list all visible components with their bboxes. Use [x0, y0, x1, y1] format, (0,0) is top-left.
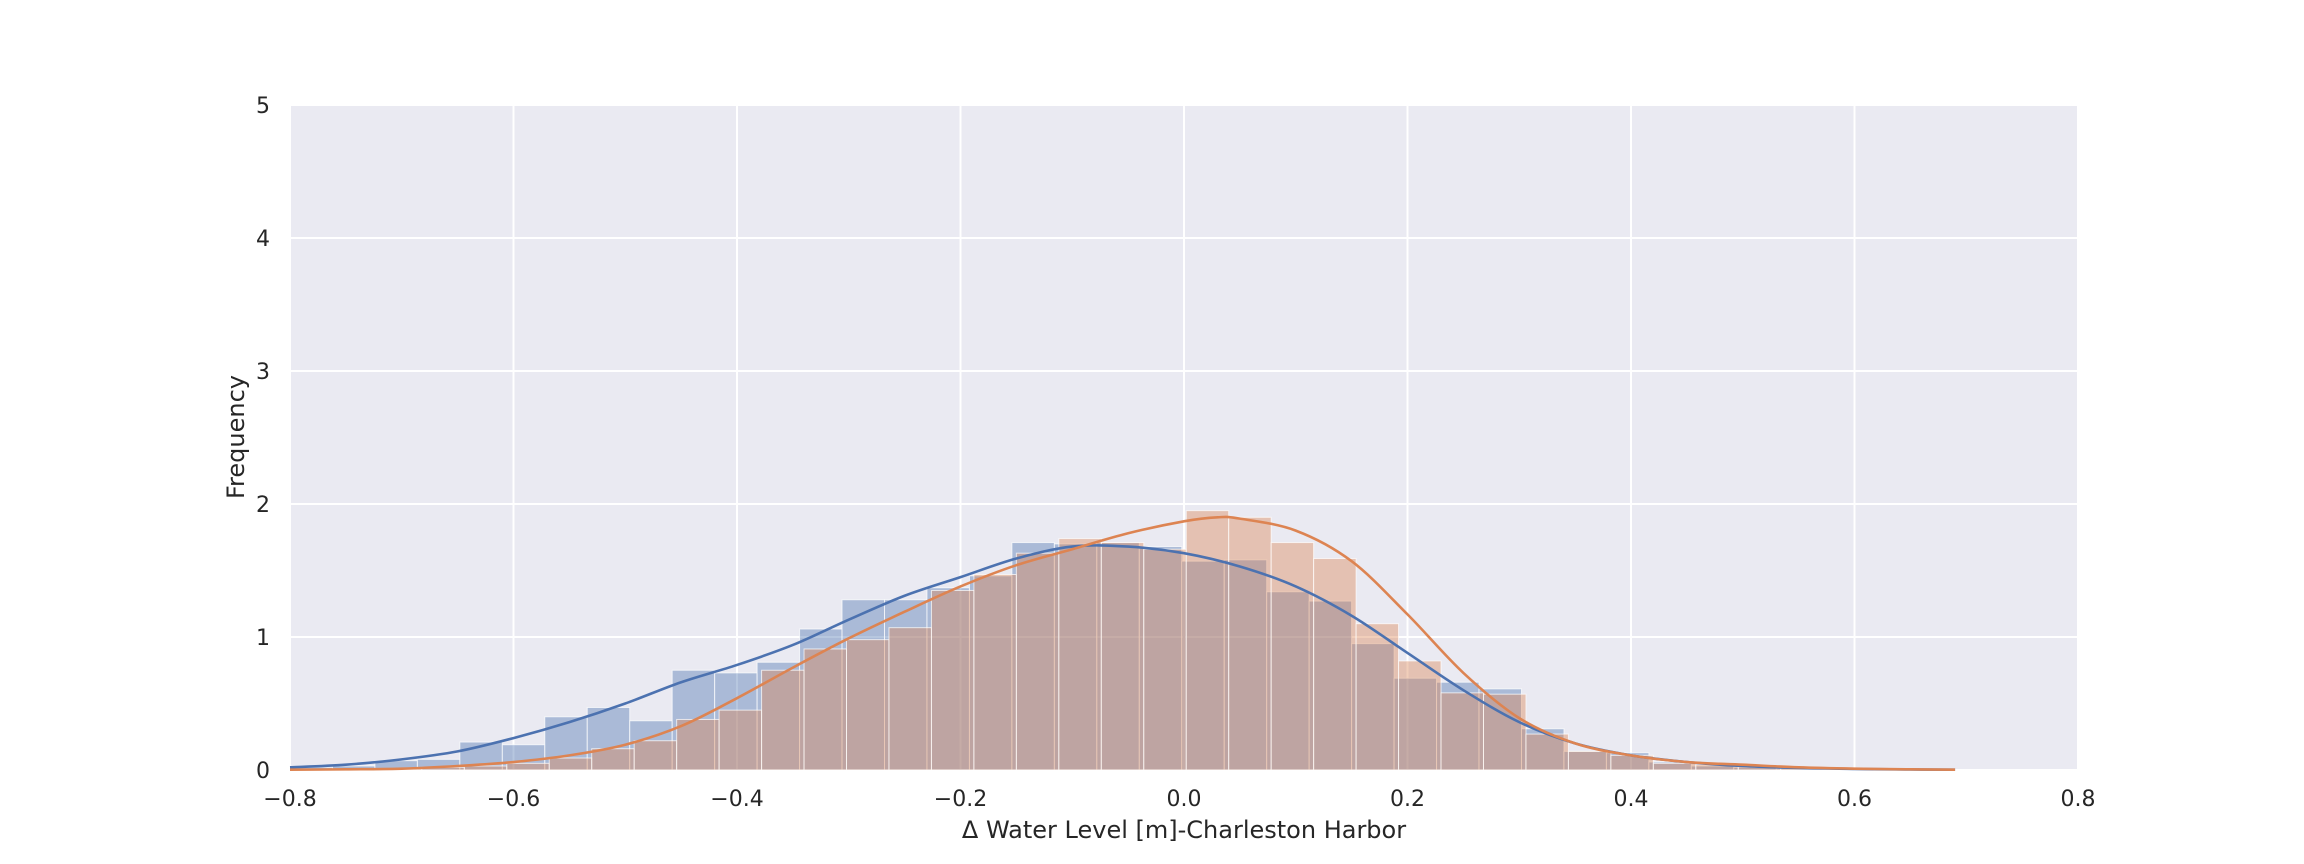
- histogram-bar: [544, 716, 588, 771]
- histogram-bar: [1015, 552, 1060, 771]
- histogram-bar: [1053, 543, 1098, 771]
- histogram-bar: [1228, 516, 1272, 771]
- histogram-bar: [1478, 688, 1522, 771]
- histogram-bar: [591, 748, 635, 771]
- histogram-bar: [586, 706, 631, 771]
- histogram-bar: [1223, 559, 1268, 771]
- histogram-bar: [1313, 558, 1357, 771]
- histogram-bar: [1355, 623, 1400, 771]
- histogram-bar: [841, 599, 886, 771]
- x-tick-label: 0.0: [1167, 787, 1202, 812]
- histogram-bar: [463, 765, 508, 771]
- histogram-bar: [930, 589, 975, 771]
- histogram-bar: [1270, 542, 1315, 771]
- histogram-bar: [633, 740, 678, 771]
- histogram-bar: [756, 661, 801, 771]
- y-axis-label: Frequency: [222, 375, 250, 499]
- histogram-bar: [1100, 542, 1145, 771]
- y-tick-label: 1: [256, 626, 270, 651]
- kde-curves: [289, 515, 1956, 772]
- histogram-bar: [1567, 750, 1612, 771]
- histogram-bar: [1185, 510, 1230, 771]
- histogram-bar: [1266, 591, 1310, 771]
- histogram-bar: [629, 720, 673, 771]
- histogram-bar: [1308, 600, 1353, 771]
- histogram-bar: [761, 669, 805, 771]
- y-tick-label: 4: [256, 227, 270, 252]
- kde-curve: [289, 515, 1956, 772]
- histogram-bar: [1058, 538, 1102, 771]
- histogram-bar: [968, 575, 1013, 771]
- y-tick-label: 0: [256, 759, 270, 784]
- histogram-bar: [1143, 548, 1187, 771]
- x-tick-label: 0.4: [1614, 787, 1649, 812]
- histogram-bar: [506, 762, 550, 771]
- histogram-bar: [714, 672, 758, 771]
- x-tick-label: −0.8: [263, 787, 316, 812]
- histogram-bar: [1181, 560, 1225, 771]
- x-tick-label: −0.2: [934, 787, 987, 812]
- histogram-bar: [803, 648, 848, 771]
- y-tick-labels: 0 1 2 3 4 5: [256, 94, 270, 784]
- x-tick-label: −0.6: [487, 787, 540, 812]
- histogram-bar: [676, 718, 720, 771]
- x-axis-label: Δ Water Level [m]-Charleston Harbor: [962, 816, 1406, 844]
- histogram-bar: [846, 639, 890, 771]
- x-tick-label: 0.8: [2061, 787, 2096, 812]
- y-tick-label: 2: [256, 493, 270, 518]
- y-tick-label: 5: [256, 94, 270, 119]
- histogram-bar: [973, 573, 1017, 771]
- histogram-bar: [926, 587, 970, 771]
- histogram-bar: [1398, 660, 1442, 771]
- histogram-bar: [1652, 762, 1697, 771]
- histogram-bar: [548, 757, 593, 771]
- x-tick-label: 0.2: [1390, 787, 1425, 812]
- histogram-bar: [1440, 692, 1484, 771]
- histogram-bar: [718, 709, 763, 771]
- histogram-bar: [1138, 546, 1183, 771]
- histogram-bar: [888, 627, 932, 771]
- y-tick-label: 3: [256, 360, 270, 385]
- histogram-bar: [1011, 542, 1055, 771]
- x-tick-label: 0.6: [1837, 787, 1872, 812]
- x-tick-labels: −0.8 −0.6 −0.4 −0.2 0.0 0.2 0.4 0.6 0.8: [263, 787, 2095, 812]
- x-tick-label: −0.4: [710, 787, 763, 812]
